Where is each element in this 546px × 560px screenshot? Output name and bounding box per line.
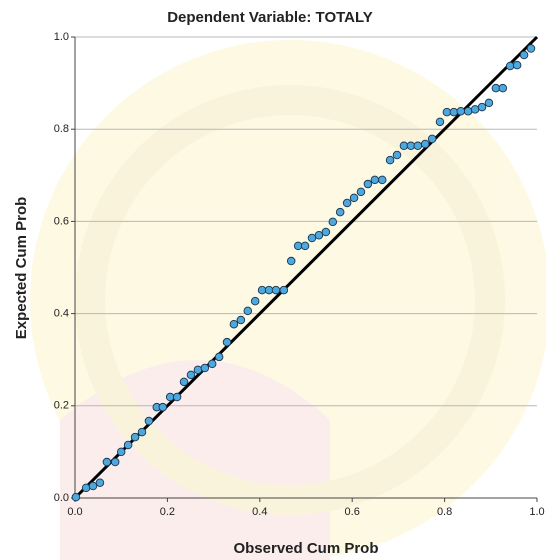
point	[471, 106, 479, 114]
point	[124, 441, 132, 449]
y-tick-label: 0.0	[54, 492, 69, 504]
point	[414, 142, 422, 150]
chart: Dependent Variable: TOTALY Observed Cum …	[0, 0, 546, 560]
point	[215, 353, 223, 361]
point	[443, 108, 451, 116]
point	[485, 99, 493, 107]
point	[428, 135, 436, 143]
point	[265, 286, 273, 294]
point	[287, 257, 295, 265]
point	[527, 45, 535, 53]
point	[393, 151, 401, 159]
point	[492, 84, 500, 92]
x-tick-label: 1.0	[529, 506, 544, 518]
y-axis-label: Expected Cum Prob	[13, 197, 30, 340]
point	[96, 479, 104, 487]
point	[400, 142, 408, 150]
point	[464, 107, 472, 115]
x-tick-label: 0.8	[437, 506, 452, 518]
point	[357, 188, 365, 196]
point	[272, 286, 280, 294]
point	[322, 228, 330, 236]
x-tick-label: 0.0	[67, 506, 82, 518]
point	[223, 338, 231, 346]
point	[258, 286, 266, 294]
point	[159, 403, 167, 411]
point	[131, 433, 139, 441]
point	[280, 286, 288, 294]
point	[386, 156, 394, 164]
point	[173, 393, 181, 401]
point	[180, 378, 188, 386]
y-tick-label: 0.6	[54, 215, 69, 227]
point	[378, 176, 386, 184]
watermark	[30, 40, 546, 560]
point	[520, 51, 528, 59]
point	[103, 458, 111, 466]
point	[478, 103, 486, 111]
point	[336, 208, 344, 216]
point	[237, 316, 245, 324]
point	[301, 242, 309, 250]
point	[294, 242, 302, 250]
point	[371, 176, 379, 184]
point	[308, 234, 316, 242]
point	[208, 360, 216, 368]
point	[407, 142, 415, 150]
point	[138, 428, 146, 436]
point	[82, 484, 90, 492]
x-axis-label: Observed Cum Prob	[233, 540, 378, 557]
point	[111, 458, 119, 466]
x-tick-label: 0.4	[252, 506, 267, 518]
point	[201, 364, 209, 372]
x-tick-label: 0.2	[160, 506, 175, 518]
chart-title: Dependent Variable: TOTALY	[167, 9, 373, 26]
point	[513, 61, 521, 69]
point	[187, 371, 195, 379]
point	[315, 231, 323, 239]
point	[166, 393, 174, 401]
point	[329, 218, 337, 226]
y-tick-label: 0.2	[54, 400, 69, 412]
point	[194, 366, 202, 374]
y-tick-label: 0.4	[54, 308, 69, 320]
point	[506, 62, 514, 70]
point	[251, 297, 259, 305]
point	[145, 417, 153, 425]
point	[244, 307, 252, 315]
point	[457, 107, 465, 115]
point	[450, 108, 458, 116]
point	[364, 180, 372, 188]
point	[72, 493, 80, 501]
point	[350, 194, 358, 202]
point	[436, 118, 444, 126]
point	[421, 140, 429, 148]
y-tick-label: 0.8	[54, 123, 69, 135]
point	[230, 320, 238, 328]
point	[499, 84, 507, 92]
y-tick-label: 1.0	[54, 31, 69, 43]
point	[89, 482, 97, 490]
point	[343, 199, 351, 207]
point	[117, 448, 125, 456]
x-tick-label: 0.6	[345, 506, 360, 518]
